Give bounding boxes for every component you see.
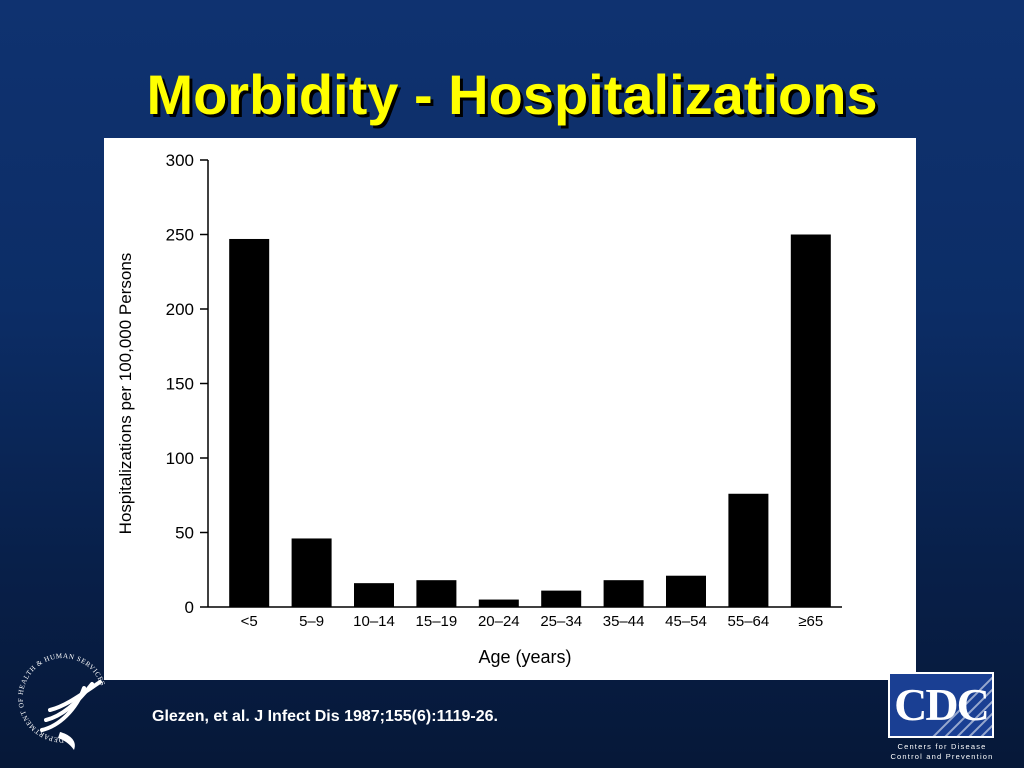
- x-tick-label: 15–19: [416, 613, 458, 630]
- y-axis-label: Hospitalizations per 100,000 Persons: [116, 253, 135, 535]
- x-tick-label: 55–64: [728, 613, 770, 630]
- x-tick-label: 20–24: [478, 613, 520, 630]
- citation-text: Glezen, et al. J Infect Dis 1987;155(6):…: [152, 708, 498, 725]
- cdc-logo-box: CDC: [888, 672, 994, 738]
- x-tick-label: 10–14: [353, 613, 395, 630]
- chart-panel: 0 50 100 150 200 250 300 <5 5–9 10–14 15–19 20–24 25…: [104, 138, 916, 680]
- hhs-logo: DEPARTMENT OF HEALTH & HUMAN SERVICES · …: [11, 642, 114, 758]
- bar: [790, 234, 831, 607]
- x-tick-label: 5–9: [299, 613, 324, 630]
- cdc-name-line1: Centers for Disease: [897, 742, 987, 751]
- y-tick-label: 200: [166, 300, 194, 319]
- x-tick-label: 45–54: [665, 613, 707, 630]
- cdc-name-line2: Control and Prevention: [890, 752, 994, 761]
- bar: [229, 238, 270, 607]
- hhs-eagle-seal-icon: DEPARTMENT OF HEALTH & HUMAN SERVICES · …: [11, 642, 108, 750]
- x-axis-label: Age (years): [478, 647, 571, 667]
- slide-title: Morbidity - Hospitalizations: [146, 63, 878, 126]
- x-tick-label: <5: [241, 613, 258, 630]
- x-tick-label: 35–44: [603, 613, 645, 630]
- y-tick-label: 250: [166, 226, 194, 245]
- bar: [354, 583, 394, 607]
- cdc-stripes-icon: [932, 676, 992, 736]
- cdc-letters: CDC: [894, 679, 990, 730]
- bar: [666, 575, 706, 607]
- bar: [291, 538, 332, 607]
- bar: [728, 493, 769, 607]
- bar-chart: 0 50 100 150 200 250 300 <5 5–9 10–14 15–19 20–24 25…: [116, 151, 842, 667]
- y-tick-label: 150: [166, 375, 194, 394]
- y-tick-label: 100: [166, 449, 194, 468]
- bar: [478, 599, 519, 607]
- x-tick-label: ≥65: [798, 613, 823, 630]
- y-tick-label: 50: [175, 524, 194, 543]
- cdc-logo: CDC Centers for Disease Control and Prev…: [884, 670, 1000, 762]
- bar: [603, 580, 644, 607]
- y-tick-label: 0: [185, 598, 194, 617]
- bar: [416, 580, 457, 607]
- hhs-ring-text: DEPARTMENT OF HEALTH & HUMAN SERVICES · …: [14, 648, 108, 744]
- x-tick-label: 25–34: [540, 613, 582, 630]
- bar: [541, 590, 582, 607]
- y-tick-label: 300: [166, 151, 194, 170]
